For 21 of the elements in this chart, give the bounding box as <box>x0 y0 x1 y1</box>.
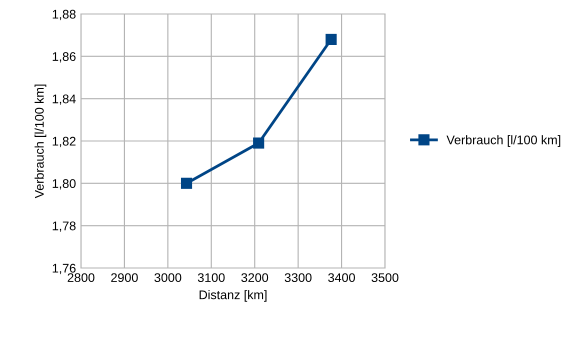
y-tick-label: 1,78 <box>52 221 76 232</box>
x-tick-label: 3300 <box>284 273 312 282</box>
point <box>326 34 337 45</box>
y-tick-label: 1,80 <box>52 179 76 190</box>
y-tick-label: 1,88 <box>52 10 76 20</box>
x-tick-label: 3400 <box>328 273 355 282</box>
x-tick-label: 3500 <box>372 273 398 282</box>
x-tick-label: 3000 <box>154 273 182 282</box>
y-tick-label: 1,76 <box>52 264 76 274</box>
x-tick-label: 2800 <box>68 273 94 282</box>
y-tick-label: 1,86 <box>52 52 76 62</box>
y-tick-label: 1,84 <box>52 94 76 105</box>
point <box>180 178 192 189</box>
x-tick-label: 2900 <box>111 273 138 282</box>
y-axis-title: Verbrauch [l/100 km] <box>34 84 46 198</box>
x-axis-title: Distanz [km] <box>200 290 266 302</box>
x-tick-label: 3200 <box>241 273 268 282</box>
legend-label: Verbrauch [l/100 km] <box>446 135 560 147</box>
point <box>253 138 264 149</box>
y-tick-label: 1,82 <box>52 136 76 148</box>
x-tick-label: 3100 <box>198 273 225 282</box>
